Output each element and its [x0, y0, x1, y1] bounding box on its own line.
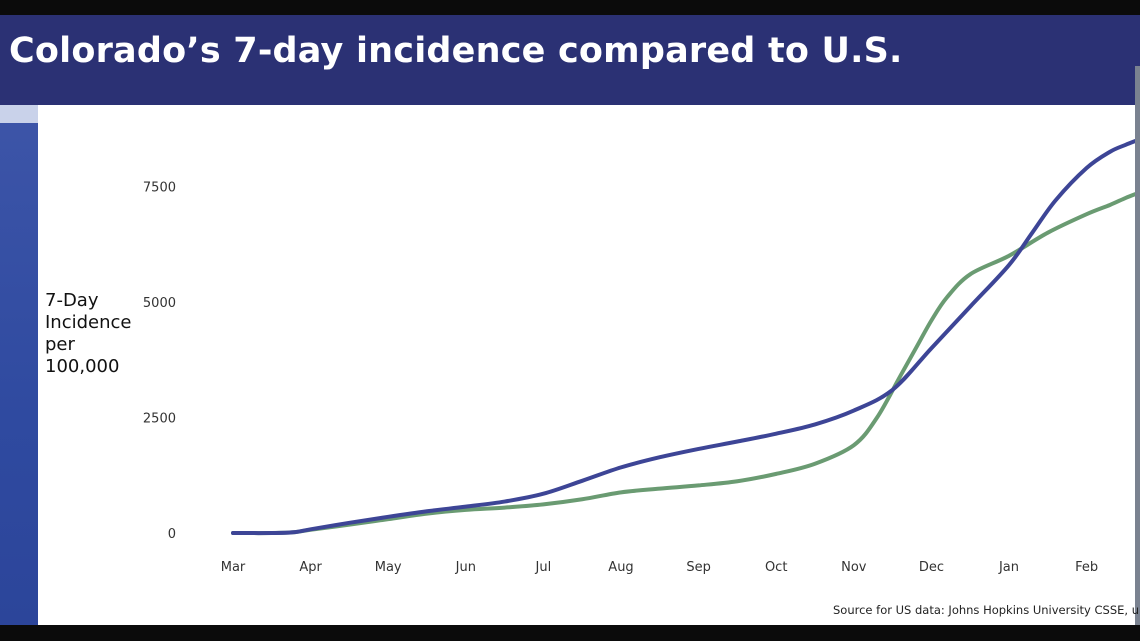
y-ticks: 0 2500 5000 7500	[143, 181, 176, 543]
x-tick-label: May	[375, 560, 402, 575]
x-tick-label: Apr	[299, 560, 322, 575]
x-tick-label: Jun	[455, 560, 476, 575]
y-axis-label-line: per	[45, 334, 75, 355]
chart-slide	[38, 105, 1135, 625]
x-tick-label: Nov	[841, 560, 867, 575]
x-tick-label: Jul	[535, 560, 552, 575]
left-band-highlight	[0, 105, 38, 123]
x-tick-label: Dec	[919, 560, 944, 575]
y-axis-label-line: 100,000	[45, 356, 120, 377]
y-tick-label: 5000	[143, 296, 176, 311]
left-decorative-band	[0, 105, 38, 625]
y-axis-label-line: Incidence	[45, 312, 132, 333]
bottom-black-strip	[0, 625, 1140, 641]
x-ticks: Mar Apr May Jun Jul Aug Sep Oct Nov Dec Jan Feb	[221, 560, 1098, 575]
y-tick-label: 0	[168, 527, 176, 542]
x-tick-label: Jan	[998, 560, 1019, 575]
y-tick-label: 7500	[143, 181, 176, 196]
x-tick-label: Mar	[221, 560, 246, 575]
x-tick-label: Oct	[765, 560, 787, 575]
right-edge-frame	[1135, 66, 1140, 625]
title-banner: Colorado’s 7-day incidence compared to U…	[0, 15, 1140, 105]
series-lines	[231, 138, 1135, 536]
series-line	[231, 192, 1135, 536]
slide-title: Colorado’s 7-day incidence compared to U…	[9, 31, 903, 71]
y-axis-label-line: 7-Day	[45, 290, 99, 311]
top-black-strip	[0, 0, 1140, 15]
y-tick-label: 2500	[143, 412, 176, 427]
x-tick-label: Aug	[608, 560, 633, 575]
series-line	[231, 138, 1135, 536]
incidence-line-chart: 0 2500 5000 7500 Mar Apr May Jun Jul Aug Sep Oct No…	[143, 138, 1135, 575]
source-note: Source for US data: Johns Hopkins Univer…	[833, 603, 1140, 617]
x-tick-label: Sep	[686, 560, 711, 575]
y-axis-label: 7-Day Incidence per 100,000	[45, 290, 145, 378]
x-tick-label: Feb	[1075, 560, 1098, 575]
